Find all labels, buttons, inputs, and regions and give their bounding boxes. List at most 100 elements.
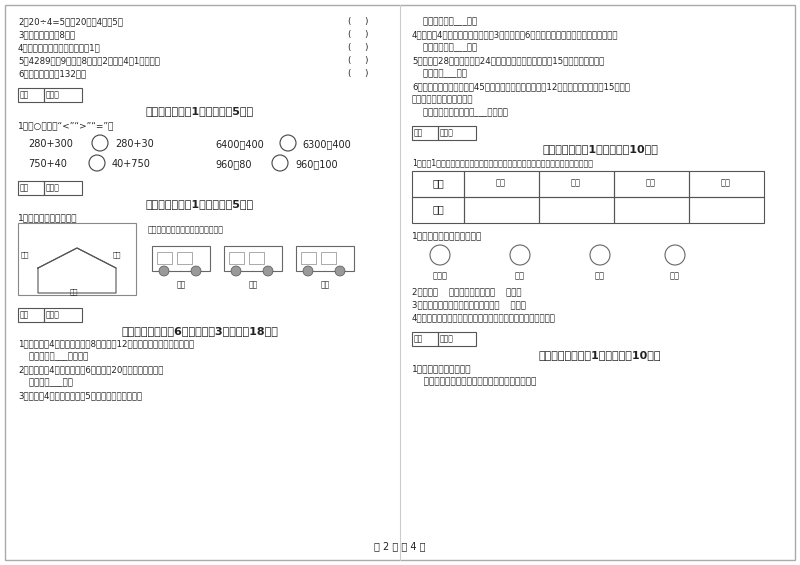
- Bar: [152, 246, 210, 271]
- Bar: [249, 252, 264, 264]
- Bar: [44, 88, 82, 102]
- Text: 40+750: 40+750: [112, 159, 151, 169]
- Text: 六、比一比（共1大题，共田5分）: 六、比一比（共1大题，共田5分）: [146, 106, 254, 116]
- Bar: [539, 171, 614, 197]
- Text: 下面是希望小学二年级一班女生身高统计情况。: 下面是希望小学二年级一班女生身高统计情况。: [412, 377, 536, 386]
- Text: 七、连一连（共1大题，共田5分）: 七、连一连（共1大题，共田5分）: [146, 199, 254, 209]
- Bar: [614, 171, 689, 197]
- Bar: [177, 252, 192, 264]
- Text: 6、小明家的鸡圈里原来有45只小鸡，妈妈上个星期卖掆12只，这个星期又卖掆15只，现: 6、小明家的鸡圈里原来有45只小鸡，妈妈上个星期卖掆12只，这个星期又卖掆15只…: [412, 82, 630, 91]
- Text: 答：一共用了___元。: 答：一共用了___元。: [412, 17, 477, 26]
- Text: 1、二（1）同学最喜欢吃的水果情况如下表：（每个同学都参加，每人只选一种。）: 1、二（1）同学最喜欢吃的水果情况如下表：（每个同学都参加，每人只选一种。）: [412, 158, 593, 167]
- Text: 十一、附加题（共1大题，共甓10分）: 十一、附加题（共1大题，共甓10分）: [538, 350, 662, 360]
- Text: 2、商店里有4盒皮球，每盒6个，卖出20个，还剩多少个？: 2、商店里有4盒皮球，每盒6个，卖出20个，还剩多少个？: [18, 365, 163, 374]
- Text: (     ): ( ): [348, 17, 368, 26]
- Text: 八、解决问题（共6小题，每颙3分，共甓18分）: 八、解决问题（共6小题，每颙3分，共甓18分）: [122, 326, 278, 336]
- Text: (     ): ( ): [348, 56, 368, 65]
- Text: 答：每个本子___元。: 答：每个本子___元。: [412, 43, 477, 52]
- Text: 十、综合题（共1大题，共甓10分）: 十、综合题（共1大题，共甓10分）: [542, 144, 658, 154]
- Text: 4、两个同样大的数相除，商是1。: 4、两个同样大的数相除，商是1。: [18, 43, 101, 52]
- Bar: [229, 252, 244, 264]
- Text: 评卷人: 评卷人: [440, 334, 454, 343]
- Text: 5、小红有28个气球，小芷24个气球，送给幼儿园小朋友15个，还剩多少个？: 5、小红有28个气球，小芷24个气球，送给幼儿园小朋友15个，还剩多少个？: [412, 56, 604, 65]
- Text: 2、20÷4=5读作20除以4等于5。: 2、20÷4=5读作20除以4等于5。: [18, 17, 123, 26]
- Circle shape: [159, 266, 169, 276]
- Text: 在鸡圈里还剩下几只小鸡？: 在鸡圈里还剩下几只小鸡？: [412, 95, 474, 104]
- Text: 1、观察分析，我统计。: 1、观察分析，我统计。: [412, 364, 471, 373]
- Text: 960－100: 960－100: [295, 159, 338, 169]
- Text: 6、小红的身高是132米。: 6、小红的身高是132米。: [18, 69, 86, 78]
- Text: 苹果: 苹果: [496, 178, 506, 187]
- Bar: [412, 126, 438, 140]
- Text: 水果: 水果: [432, 178, 444, 188]
- Text: 第 2 页 共 4 页: 第 2 页 共 4 页: [374, 541, 426, 551]
- Circle shape: [191, 266, 201, 276]
- Text: 正王: 正王: [515, 271, 525, 280]
- Circle shape: [231, 266, 241, 276]
- Text: 小明: 小明: [320, 280, 330, 289]
- Text: 960－80: 960－80: [215, 159, 251, 169]
- Text: 答：现在鸡圈里还剩下___只小鸡。: 答：现在鸡圈里还剩下___只小鸡。: [412, 108, 508, 117]
- Bar: [438, 126, 476, 140]
- Text: 小东: 小东: [248, 280, 258, 289]
- Text: 答：一共有___棵果树。: 答：一共有___棵果树。: [18, 352, 88, 361]
- Text: 1、把记录结果填在下表中。: 1、把记录结果填在下表中。: [412, 231, 482, 240]
- Text: 得分: 得分: [20, 183, 30, 192]
- Text: 得分: 得分: [414, 128, 423, 137]
- Text: (     ): ( ): [348, 69, 368, 78]
- Text: 答：还剩___个。: 答：还剩___个。: [412, 69, 467, 78]
- Bar: [412, 332, 438, 346]
- Text: 小果: 小果: [70, 288, 78, 294]
- Bar: [689, 197, 764, 223]
- Text: 4、小东有4元，小明的錢的小东的3倍。小明买6个本子刚好把錢用完，每个本子几元？: 4、小东有4元，小明的錢的小东的3倍。小明买6个本子刚好把錢用完，每个本子几元？: [412, 30, 618, 39]
- Text: 评卷人: 评卷人: [440, 128, 454, 137]
- Text: 1、在○里填上“<”“>”“=”。: 1、在○里填上“<”“>”“=”。: [18, 121, 114, 130]
- Bar: [464, 171, 539, 197]
- Text: 评卷人: 评卷人: [46, 310, 60, 319]
- Text: 1、观察物体，连一连。: 1、观察物体，连一连。: [18, 213, 78, 222]
- Bar: [614, 197, 689, 223]
- Circle shape: [263, 266, 273, 276]
- Bar: [296, 246, 354, 271]
- Text: 正一: 正一: [595, 271, 605, 280]
- Text: 评卷人: 评卷人: [46, 90, 60, 99]
- Bar: [18, 88, 44, 102]
- Text: 答：还剩___个。: 答：还剩___个。: [18, 378, 73, 387]
- Bar: [18, 223, 136, 295]
- Bar: [157, 252, 172, 264]
- Text: 菠萝: 菠萝: [721, 178, 731, 187]
- Text: 人数: 人数: [432, 204, 444, 214]
- Text: 5、4289是〙9个千，8个百，2个十和4个1组成的。: 5、4289是〙9个千，8个百，2个十和4个1组成的。: [18, 56, 160, 65]
- Bar: [44, 181, 82, 195]
- Text: 得分: 得分: [20, 90, 30, 99]
- Text: 6300－400: 6300－400: [302, 139, 350, 149]
- Text: (     ): ( ): [348, 43, 368, 52]
- Text: 香蕉: 香蕉: [646, 178, 656, 187]
- Text: 小红: 小红: [21, 251, 30, 258]
- Text: 1、果园里有4行苹果树，每行8棵，还有12棵梨树，一共有多少棵果树？: 1、果园里有4行苹果树，每行8棵，还有12棵梨树，一共有多少棵果树？: [18, 339, 194, 348]
- Text: 小明: 小明: [113, 251, 122, 258]
- Text: 小红: 小红: [176, 280, 186, 289]
- Bar: [301, 252, 316, 264]
- Text: 3、课桌的高度是8米。: 3、课桌的高度是8米。: [18, 30, 75, 39]
- Text: 请你连一连，下面分别是谁看到的？: 请你连一连，下面分别是谁看到的？: [148, 225, 224, 234]
- Text: 正下: 正下: [670, 271, 680, 280]
- Text: 评卷人: 评卷人: [46, 183, 60, 192]
- Text: 3、爱吃香蕉的人数比爱吃苹果的少（    ）人。: 3、爱吃香蕉的人数比爱吃苹果的少（ ）人。: [412, 300, 526, 309]
- Bar: [412, 197, 464, 223]
- Bar: [321, 252, 336, 264]
- Bar: [438, 332, 476, 346]
- Text: 280+300: 280+300: [28, 139, 73, 149]
- Text: 4、六一儿童节王老师想为同学们买一些水果，你有什么建议？: 4、六一儿童节王老师想为同学们买一些水果，你有什么建议？: [412, 313, 556, 322]
- Bar: [18, 181, 44, 195]
- Bar: [224, 246, 282, 271]
- Text: 得分: 得分: [20, 310, 30, 319]
- Text: 6400－400: 6400－400: [215, 139, 264, 149]
- Bar: [539, 197, 614, 223]
- Text: 得分: 得分: [414, 334, 423, 343]
- Text: 750+40: 750+40: [28, 159, 67, 169]
- Text: 280+30: 280+30: [115, 139, 154, 149]
- Text: 正正二: 正正二: [433, 271, 447, 280]
- Text: 梨子: 梨子: [571, 178, 581, 187]
- Bar: [464, 197, 539, 223]
